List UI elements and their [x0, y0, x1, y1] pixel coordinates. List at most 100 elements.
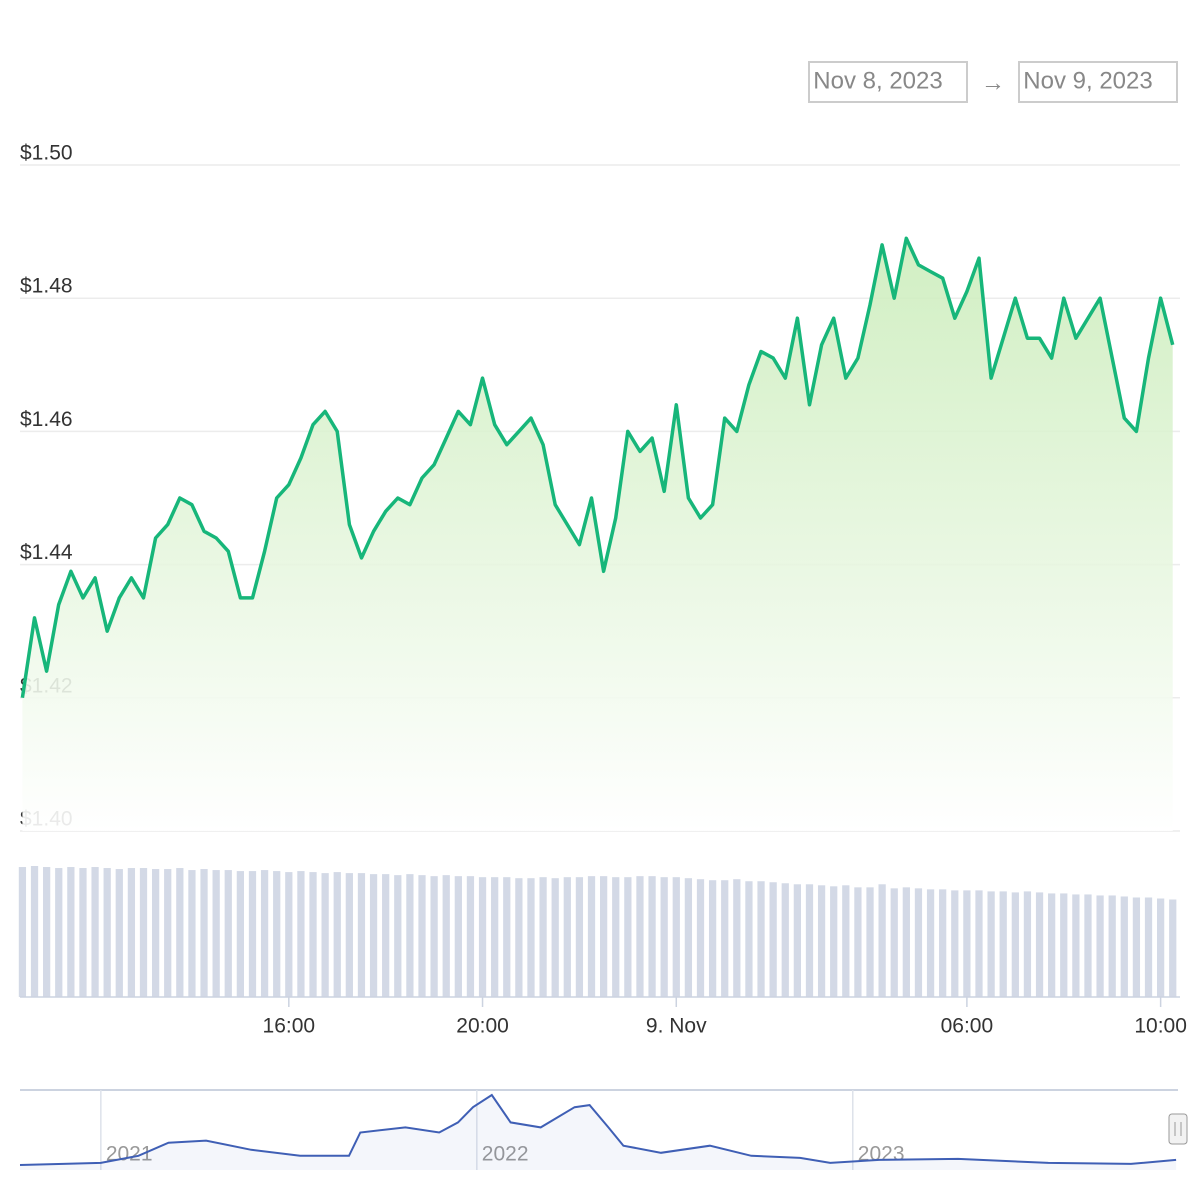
volume-bar — [781, 883, 789, 997]
volume-bar — [636, 876, 644, 997]
volume-bar — [939, 889, 947, 997]
x-tick-label: 2022 — [482, 1143, 529, 1166]
x-tick-label: 20:00 — [456, 1015, 509, 1038]
volume-bar — [67, 867, 75, 997]
volume-bar — [1096, 895, 1104, 997]
volume-bar — [454, 876, 462, 997]
volume-bar — [442, 875, 450, 997]
volume-bar — [878, 884, 886, 997]
volume-bar — [188, 870, 196, 997]
volume-bar — [1120, 896, 1128, 997]
volume-bar — [963, 890, 971, 997]
volume-bar — [866, 887, 874, 997]
volume-bar — [309, 872, 317, 997]
volume-bar — [1157, 898, 1165, 997]
x-tick-label: 10:00 — [1134, 1015, 1187, 1038]
volume-bar — [491, 877, 499, 997]
volume-bar — [600, 876, 608, 997]
volume-bar — [55, 868, 63, 997]
volume-bar — [43, 867, 51, 997]
volume-bar — [18, 867, 27, 997]
volume-bar — [297, 871, 305, 997]
volume-bar — [926, 889, 935, 997]
volume-bar — [672, 877, 680, 997]
navigator-background — [20, 1090, 1178, 1170]
volume-bar — [333, 872, 341, 997]
date-input[interactable] — [808, 61, 968, 103]
volume-bar — [1132, 897, 1141, 997]
volume-bar — [890, 888, 898, 997]
volume-bar — [769, 882, 777, 997]
volume-bar — [587, 876, 596, 997]
volume-bar — [1144, 897, 1153, 997]
volume-bar — [648, 876, 656, 997]
volume-bar — [757, 881, 765, 997]
volume-bar — [418, 875, 426, 997]
volume-bar — [830, 886, 838, 997]
navigator-handle[interactable] — [1168, 1113, 1188, 1145]
volume-bar — [406, 874, 414, 997]
volume-bar — [842, 885, 850, 997]
volume-bar — [854, 887, 862, 997]
volume-bar — [1048, 893, 1056, 997]
volume-bar — [91, 867, 99, 997]
volume-bar — [793, 884, 801, 997]
volume-bar — [660, 877, 668, 997]
volume-bar — [200, 869, 208, 997]
volume-bar — [575, 877, 584, 997]
navigator: 2021 2022 2023 — [19, 1089, 1178, 1170]
x-tick-label: 9. Nov — [646, 1015, 707, 1038]
volume-bar — [745, 881, 753, 997]
date-from: Nov 8, 2023 — [813, 67, 942, 94]
volume-bar — [115, 869, 123, 997]
volume-bar — [466, 876, 475, 997]
volume-bar — [1169, 899, 1177, 997]
volume-bar — [478, 877, 487, 997]
volume-bar — [1072, 894, 1080, 997]
volume-bar — [285, 872, 293, 997]
date-to: Nov 9, 2023 — [1023, 67, 1152, 94]
volume-bar — [382, 874, 390, 997]
volume-bar — [951, 890, 959, 997]
volume-bar — [684, 878, 693, 997]
volume-bar — [127, 868, 136, 997]
volume-bar — [975, 890, 983, 997]
date-input[interactable] — [1018, 61, 1178, 103]
y-tick-label: $1.46 — [20, 408, 73, 431]
y-tick-label: $1.50 — [20, 142, 73, 165]
volume-bar — [321, 873, 329, 997]
price-line — [20, 236, 1175, 699]
volume-bar — [176, 868, 184, 997]
volume-bar — [1084, 894, 1092, 997]
volume-bar — [721, 880, 729, 997]
y-tick-label: $1.48 — [20, 275, 73, 298]
navigator-fill — [20, 1095, 1177, 1170]
volume-bar — [696, 879, 705, 997]
date-separator: → — [981, 69, 1005, 96]
volume-bar — [805, 884, 814, 997]
volume-bar — [394, 875, 402, 997]
price-chart: $1.40$1.42$1.44$1.46$1.48$1.5016:0020:00… — [18, 142, 1187, 1038]
volume-bar — [236, 871, 245, 997]
volume-bar — [345, 873, 353, 997]
volume-bar — [1023, 891, 1032, 997]
volume-bar — [1035, 892, 1044, 997]
volume-bar — [30, 866, 39, 997]
volume-bar — [539, 877, 547, 997]
volume-bar — [260, 870, 269, 997]
volume-bar — [224, 870, 232, 997]
volume-bar — [139, 868, 148, 997]
volume-bar — [248, 871, 257, 997]
x-tick-label: 06:00 — [941, 1015, 994, 1038]
volume-bar — [1011, 892, 1019, 997]
volume-bar — [503, 877, 511, 997]
volume-bar — [273, 871, 281, 997]
volume-bar — [369, 874, 378, 997]
volume-bar — [708, 880, 717, 997]
volume-bar — [733, 879, 741, 997]
handle[interactable] — [1168, 1113, 1188, 1145]
volume-bar — [1108, 895, 1116, 997]
volume-bar — [563, 877, 571, 997]
y-tick-label: $1.44 — [20, 541, 73, 564]
